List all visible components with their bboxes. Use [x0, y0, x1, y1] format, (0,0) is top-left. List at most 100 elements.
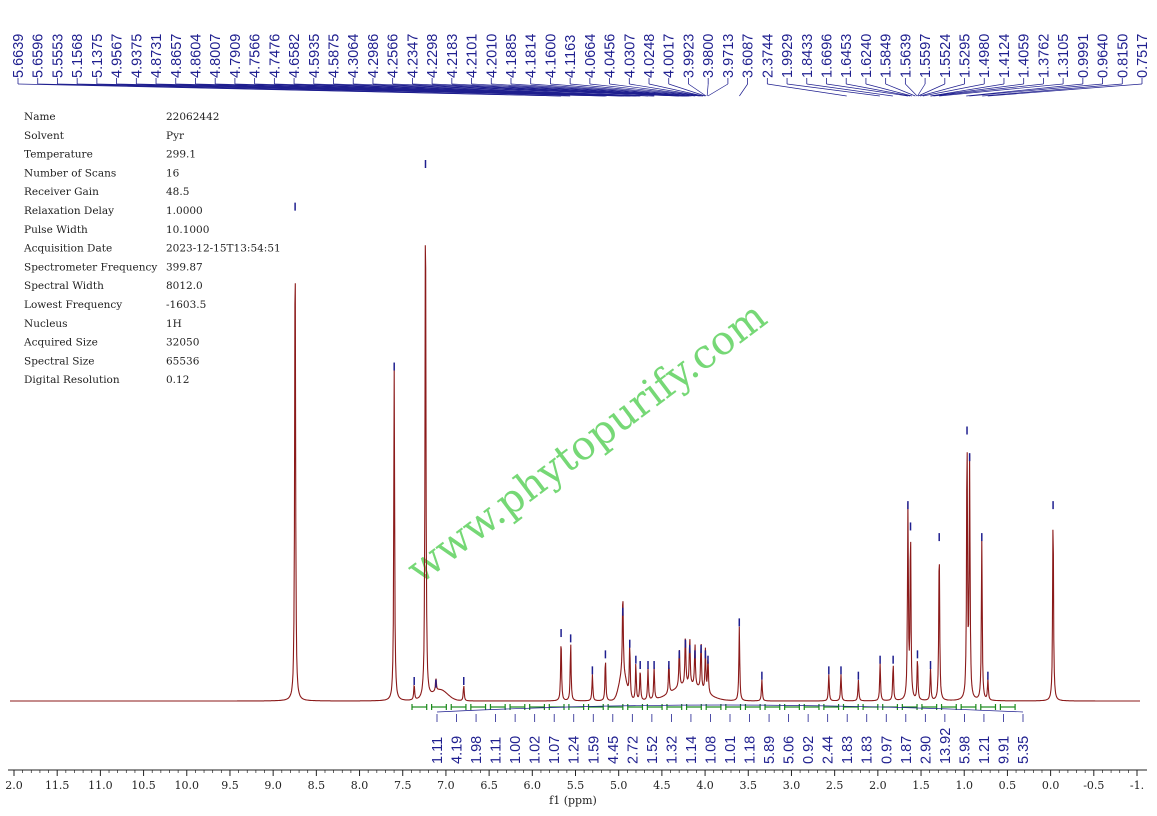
- integral-label: 2.90: [918, 736, 934, 764]
- peak-label-connector: [826, 83, 909, 97]
- x-tick-label: 3.0: [783, 779, 801, 792]
- peak-label-connector: [787, 83, 880, 97]
- peak-label: 1.4059: [1017, 34, 1033, 78]
- peak-label: 1.4980: [977, 34, 993, 78]
- peak-label-connector: [920, 83, 965, 97]
- x-axis-title: f1 (ppm): [549, 794, 597, 807]
- x-tick-label: 0.5: [999, 779, 1017, 792]
- integral-label: 9.91: [996, 736, 1012, 764]
- peak-label-connector: [982, 83, 1123, 97]
- peak-label: 4.0456: [603, 34, 619, 78]
- peak-label-connector: [570, 83, 696, 97]
- param-value: 8012.0: [166, 280, 203, 292]
- integral-label: 1.83: [840, 736, 856, 764]
- peak-label: 5.6639: [11, 34, 27, 78]
- param-value: 1.0000: [166, 205, 203, 217]
- peak-label-connector: [609, 83, 702, 97]
- integral-label: 13.92: [938, 728, 954, 764]
- peak-label-group: 5.6639 5.6596 5.5553 5.1568 5.1375 4.9567 4.93…: [11, 34, 1151, 78]
- integral-label: 1.14: [684, 736, 700, 764]
- peak-label: 4.2298: [425, 34, 441, 78]
- x-tick-label: 1.5: [912, 779, 930, 792]
- peak-label-connector: [987, 83, 1143, 97]
- integral-label: 1.83: [860, 736, 876, 764]
- peak-label: 1.8433: [800, 34, 816, 78]
- peak-label: 4.9567: [110, 34, 126, 78]
- peak-label: 3.9923: [681, 34, 697, 78]
- integral-label: 1.11: [489, 737, 505, 764]
- x-tick-label: 7.0: [437, 779, 455, 792]
- peak-label: 1.5849: [879, 34, 895, 78]
- peak-label: 5.6596: [31, 34, 47, 78]
- x-tick-label: 9.5: [221, 779, 239, 792]
- integral-label-group: 1.11 4.19 1.98 1.11 1.00 1.02 1.07 1.24 1.59 4.45…: [430, 704, 1032, 764]
- integral-label: 1.21: [977, 736, 993, 764]
- peak-label: 4.2010: [484, 34, 500, 78]
- peak-label: 4.1600: [543, 34, 559, 78]
- peak-label-connector: [885, 83, 916, 97]
- peak-label: 4.0017: [662, 34, 678, 78]
- x-tick-label: 5.0: [610, 779, 628, 792]
- x-tick-label: 5.5: [567, 779, 585, 792]
- peak-label-connector: [922, 83, 985, 97]
- integral-label: 5.98: [957, 736, 973, 764]
- peak-pick-marks: [294, 160, 1054, 688]
- peak-label: 1.6240: [859, 34, 875, 78]
- x-tick-label: 11.0: [88, 779, 113, 792]
- peak-label: 4.6582: [287, 34, 303, 78]
- peak-label: 4.8007: [208, 34, 224, 78]
- integral-label: 5.89: [762, 736, 778, 764]
- param-value: 0.12: [166, 374, 189, 386]
- peak-label: 4.2183: [445, 34, 461, 78]
- param-key: Spectral Width: [24, 280, 104, 292]
- param-value: 1H: [166, 318, 182, 330]
- param-key: Spectral Size: [24, 355, 95, 367]
- x-tick-label: 8.5: [308, 779, 326, 792]
- peak-connector-lines: [17, 78, 1143, 97]
- peak-label: 4.0248: [642, 34, 658, 78]
- param-key: Nucleus: [24, 318, 68, 330]
- param-value: -1603.5: [166, 299, 206, 311]
- peak-label-connector: [969, 83, 1103, 97]
- param-value: 48.5: [166, 186, 189, 198]
- peak-label-connector: [668, 83, 706, 97]
- peak-label: 4.0664: [583, 34, 599, 78]
- peak-label: 5.1375: [90, 34, 106, 78]
- peak-label: 1.4124: [997, 34, 1013, 78]
- x-tick-label: 0.0: [1042, 779, 1060, 792]
- peak-label: 4.1814: [524, 34, 540, 78]
- x-tick-label: 2.5: [826, 779, 844, 792]
- peak-label-connector: [333, 83, 655, 97]
- integral-label: 1.59: [586, 736, 602, 764]
- peak-label: 3.9713: [721, 34, 737, 78]
- peak-label: 4.8731: [149, 34, 165, 78]
- peak-label: 1.3762: [1036, 34, 1052, 78]
- integral-label: 1.24: [567, 736, 583, 764]
- peak-label: 1.6696: [819, 34, 835, 78]
- x-tick-label: -1.: [1130, 779, 1144, 792]
- x-tick-label: 4.0: [696, 779, 714, 792]
- x-tick-label: 11.5: [45, 779, 70, 792]
- peak-label: 0.9991: [1076, 34, 1092, 78]
- integral-label: 1.02: [528, 736, 544, 764]
- param-value: 32050: [166, 337, 199, 349]
- integral-label: 4.19: [450, 736, 466, 764]
- peak-label-connector: [96, 83, 607, 97]
- x-tick-label: 4.5: [653, 779, 671, 792]
- peak-label-connector: [917, 83, 945, 97]
- peak-label: 4.2101: [465, 34, 481, 78]
- peak-label-connector: [629, 83, 703, 97]
- peak-label: 4.2986: [366, 34, 382, 78]
- peak-label-connector: [905, 83, 918, 97]
- acquisition-parameter-table: Name 22062442 Solvent Pyr Temperature 299.1 Nu…: [23, 111, 281, 386]
- peak-label: 4.7909: [228, 34, 244, 78]
- peak-label: 4.2347: [405, 34, 421, 78]
- peak-label-connector: [917, 83, 926, 97]
- param-key: Pulse Width: [24, 224, 88, 236]
- integral-label: 1.00: [508, 736, 524, 764]
- integral-label: 1.01: [723, 736, 739, 764]
- x-tick-label: 10.5: [131, 779, 156, 792]
- param-value: Pyr: [166, 130, 185, 142]
- param-key: Acquired Size: [23, 337, 98, 349]
